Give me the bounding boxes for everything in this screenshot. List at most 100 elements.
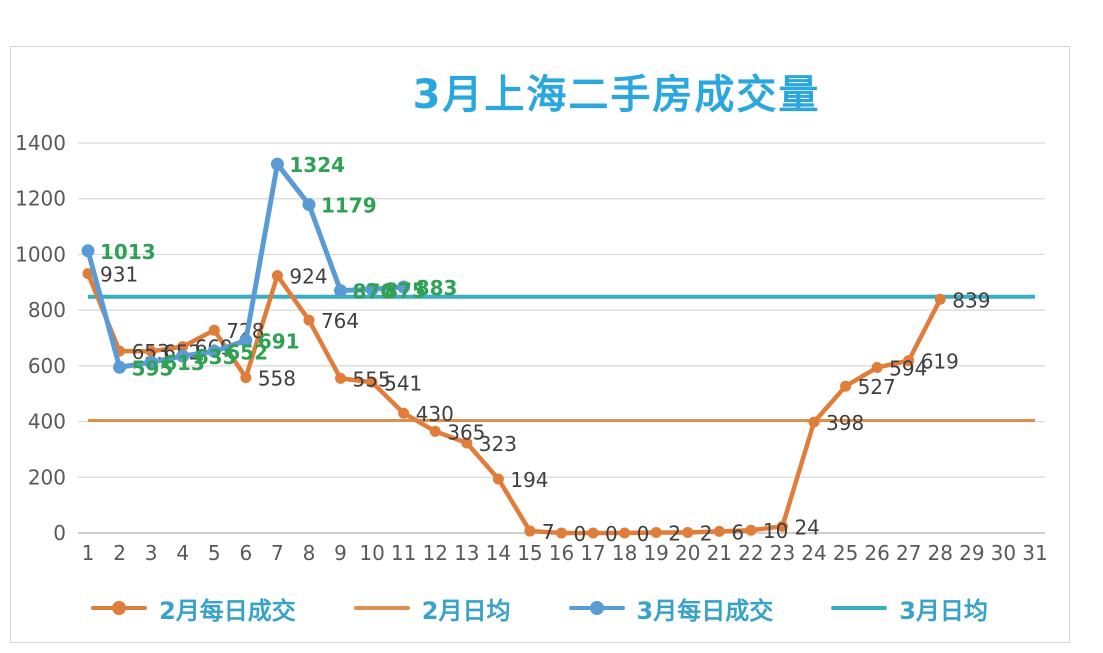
legend-label: 3月每日成交 [636,596,774,625]
data-label: 924 [289,265,327,289]
data-label: 6 [731,520,744,544]
x-tick-label: 31 [1022,541,1047,565]
data-point [177,341,189,353]
x-tick-label: 30 [991,541,1016,565]
x-tick-label: 25 [833,541,858,565]
x-tick-label: 4 [176,541,189,565]
data-label: 365 [447,420,485,444]
x-tick-label: 29 [959,541,984,565]
data-label: 0 [573,522,586,546]
legend-label: 3月日均 [899,596,988,625]
x-tick-label: 24 [801,541,826,565]
data-point [587,527,599,539]
x-tick-label: 21 [707,541,732,565]
data-label: 323 [479,432,517,456]
data-label: 2 [668,521,681,545]
y-tick-label: 200 [28,465,66,489]
data-label: 839 [952,288,990,312]
data-point [270,157,284,171]
x-tick-label: 28 [928,541,953,565]
data-label: 1324 [289,153,345,177]
data-label: 764 [321,309,359,333]
data-label: 691 [258,330,300,354]
data-label: 558 [258,367,296,391]
legend-item-feb-average: 2月日均 [353,591,511,626]
x-tick-label: 26 [864,541,889,565]
y-tick-label: 1000 [15,242,66,266]
legend-item-mar-daily: 3月每日成交 [568,591,774,626]
legend-label: 2月日均 [421,596,511,625]
series-line [85,271,943,536]
x-tick-label: 15 [517,541,542,565]
data-point [808,416,820,428]
data-label: 595 [132,356,174,380]
data-point [239,334,253,348]
data-point [682,526,694,538]
data-point [82,268,94,280]
x-tick-label: 16 [549,541,574,565]
data-label: 619 [921,350,959,374]
x-tick-label: 1 [82,541,95,565]
data-label: 613 [163,351,205,375]
data-point [429,425,441,437]
data-label: 24 [794,515,819,539]
data-point [934,293,946,305]
data-point [840,380,852,392]
data-label: 931 [100,263,138,287]
x-tick-label: 10 [359,541,384,565]
data-label: 875 [384,278,426,302]
x-tick-label: 5 [208,541,221,565]
data-label: 555 [353,367,391,391]
data-point [461,437,473,449]
data-label: 194 [510,468,548,492]
x-tick-label: 14 [486,541,511,565]
y-tick-label: 800 [28,298,66,322]
x-tick-label: 20 [675,541,700,565]
x-tick-label: 2 [113,541,126,565]
x-tick-label: 19 [643,541,668,565]
data-label: 0 [637,522,650,546]
data-label: 1013 [100,240,156,264]
y-tick-label: 400 [28,410,66,434]
x-tick-label: 18 [612,541,637,565]
data-point [745,524,757,536]
data-point [492,473,504,485]
data-point [113,360,127,374]
x-tick-label: 17 [580,541,605,565]
chart-title: 3月上海二手房成交量 [412,72,821,118]
data-point [524,525,536,537]
chart-legend: 2月每日成交 2月日均 3月每日成交 3月日均 [10,586,1069,630]
x-tick-label: 13 [454,541,479,565]
data-label: 527 [858,375,896,399]
data-point [334,284,348,298]
x-tick-label: 22 [738,541,763,565]
legend-label: 2月每日成交 [159,596,296,625]
data-label: 430 [416,402,454,426]
y-tick-label: 1200 [15,187,66,211]
x-tick-label: 23 [770,541,795,565]
data-label: 10 [763,519,788,543]
data-point [144,355,158,369]
x-tick-label: 11 [391,541,416,565]
data-point [903,355,915,367]
data-point [398,407,410,419]
data-label: 398 [826,411,864,435]
data-label: 870 [353,280,395,304]
x-tick-label: 3 [145,541,158,565]
legend-item-feb-daily: 2月每日成交 [91,591,296,626]
data-point [619,527,631,539]
data-label: 635 [195,345,237,369]
feb-daily-line-dot-icon [91,601,148,615]
data-label: 0 [605,522,618,546]
mar-average-line-icon [831,606,888,610]
data-point [366,376,378,388]
mar-daily-line-dot-icon [568,601,625,615]
data-label: 594 [889,357,927,381]
data-point [365,282,379,296]
data-point [176,349,190,363]
data-label: 883 [416,276,458,300]
data-point [397,280,411,294]
data-point [871,362,883,374]
data-point [555,527,567,539]
